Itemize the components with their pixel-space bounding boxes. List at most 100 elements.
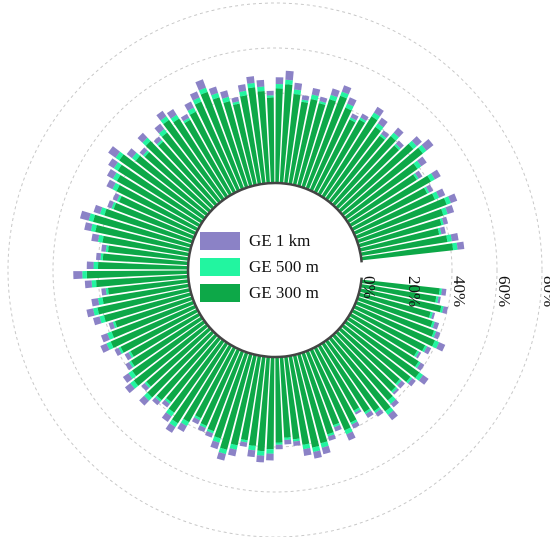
- bar-segment-ge_300m: [195, 346, 237, 419]
- bar-segment-ge_300m: [301, 351, 334, 435]
- bar-segment-ge_1km: [114, 347, 122, 357]
- bar-segment-ge_1km: [231, 96, 240, 103]
- bar-segment-ge_300m: [359, 288, 442, 313]
- bar-segment-ge_1km: [106, 179, 116, 190]
- bar-segment-ge_1km: [431, 169, 441, 180]
- bar-segment-ge_1km: [393, 127, 404, 138]
- bar-segment-ge_500m: [387, 395, 396, 404]
- bar-segment-ge_500m: [371, 112, 381, 121]
- bar-segment-ge_500m: [192, 97, 202, 105]
- bar-segment-ge_500m: [391, 386, 398, 394]
- bar-segment-ge_500m: [257, 86, 265, 92]
- bar-segment-ge_300m: [284, 356, 300, 440]
- bar-segment-ge_500m: [194, 415, 201, 421]
- bar-segment-ge_300m: [248, 356, 266, 446]
- bar-segment-ge_1km: [216, 451, 226, 461]
- bar-segment-ge_300m: [95, 224, 191, 253]
- bar-segment-ge_1km: [432, 321, 440, 330]
- bar-segment-ge_1km: [165, 423, 176, 433]
- bar-segment-ge_500m: [413, 350, 420, 358]
- bar-segment-ge_1km: [106, 169, 117, 179]
- bar-segment-ge_1km: [437, 296, 441, 304]
- bar-segment-ge_1km: [108, 158, 118, 169]
- bar-segment-ge_500m: [169, 419, 178, 428]
- bar-segment-ge_1km: [303, 448, 312, 456]
- bar-segment-ge_500m: [327, 432, 335, 437]
- bar-segment-ge_500m: [394, 143, 401, 151]
- tick-label: 20%: [405, 276, 424, 307]
- bar-segment-ge_300m: [297, 103, 326, 187]
- tick-label: 80%: [540, 276, 550, 307]
- bar-segment-ge_1km: [139, 147, 148, 156]
- bar-segment-ge_1km: [79, 210, 91, 221]
- bar-segment-ge_1km: [137, 132, 148, 143]
- bar-segment-ge_500m: [413, 160, 422, 169]
- bar-segment-ge_300m: [163, 119, 225, 201]
- bar-segment-ge_1km: [373, 106, 384, 117]
- bar-segment-ge_1km: [365, 410, 374, 419]
- bar-segment-ge_300m: [200, 91, 245, 190]
- bar-segment-ge_1km: [436, 342, 446, 352]
- bar-segment-ge_1km: [321, 445, 331, 455]
- bar-segment-ge_500m: [284, 437, 291, 440]
- bar-segment-ge_500m: [350, 419, 358, 425]
- bar-segment-ge_300m: [130, 316, 204, 367]
- bar-segment-ge_500m: [385, 406, 394, 415]
- bar-segment-ge_300m: [360, 235, 448, 257]
- bar-segment-ge_500m: [302, 443, 311, 450]
- bar-segment-ge_500m: [93, 307, 100, 316]
- bar-segment-ge_500m: [232, 101, 240, 106]
- bar-segment-ge_500m: [312, 446, 321, 453]
- bar-segment-ge_500m: [248, 445, 256, 451]
- tick-label: 60%: [495, 276, 514, 307]
- bar-segment-ge_300m: [309, 348, 351, 431]
- bar-segment-ge_300m: [343, 163, 418, 220]
- bar-segment-ge_300m: [348, 312, 418, 357]
- legend-label: GE 500 m: [249, 257, 319, 276]
- bar-segment-ge_300m: [266, 356, 275, 450]
- bar-segment-ge_300m: [147, 330, 215, 398]
- bar-segment-ge_500m: [390, 132, 399, 141]
- legend: GE 1 km GE 500 m GE 300 m: [200, 231, 319, 302]
- bar-segment-ge_300m: [132, 320, 206, 377]
- bar-segment-ge_1km: [197, 425, 206, 433]
- bar-segment-ge_300m: [107, 245, 189, 261]
- bar-segment-ge_1km: [417, 156, 427, 167]
- bar-segment-ge_500m: [118, 346, 124, 354]
- bar-segment-ge_500m: [349, 117, 357, 123]
- bar-segment-ge_500m: [155, 395, 162, 402]
- bar-segment-ge_1km: [381, 130, 390, 139]
- bar-segment-ge_300m: [309, 107, 352, 192]
- bar-segment-ge_300m: [93, 214, 192, 248]
- bar-segment-ge_1km: [93, 204, 103, 215]
- bar-segment-ge_1km: [124, 352, 132, 361]
- bar-segment-ge_1km: [124, 383, 135, 394]
- bar-segment-ge_500m: [285, 79, 293, 85]
- bar-segment-ge_1km: [390, 399, 399, 408]
- bar-segment-ge_500m: [91, 280, 97, 288]
- bar-segment-ge_1km: [161, 412, 172, 422]
- bar-segment-ge_500m: [142, 150, 150, 158]
- bar-segment-ge_300m: [297, 353, 328, 444]
- bar-segment-ge_500m: [266, 449, 274, 454]
- bar-segment-ge_1km: [397, 380, 405, 389]
- bar-segment-ge_1km: [86, 308, 95, 318]
- bar-segment-ge_500m: [113, 162, 122, 171]
- bar-segment-ge_500m: [422, 345, 428, 353]
- bar-segment-ge_1km: [112, 193, 120, 202]
- bar-segment-ge_1km: [418, 374, 429, 385]
- bar-segment-ge_500m: [97, 234, 104, 243]
- bar-segment-ge_300m: [158, 141, 218, 207]
- bar-segment-ge_1km: [152, 397, 161, 406]
- bar-segment-ge_1km: [441, 216, 449, 225]
- bar-segment-ge_500m: [340, 91, 349, 99]
- bar-segment-ge_500m: [345, 103, 354, 111]
- bar-segment-ge_500m: [329, 94, 338, 102]
- bar-segment-ge_1km: [360, 113, 369, 121]
- bar-segment-ge_1km: [246, 76, 255, 84]
- bar-segment-ge_500m: [88, 213, 96, 222]
- bar-segment-ge_300m: [313, 119, 356, 194]
- bar-segment-ge_500m: [229, 443, 238, 450]
- bar-segment-ge_1km: [439, 226, 446, 235]
